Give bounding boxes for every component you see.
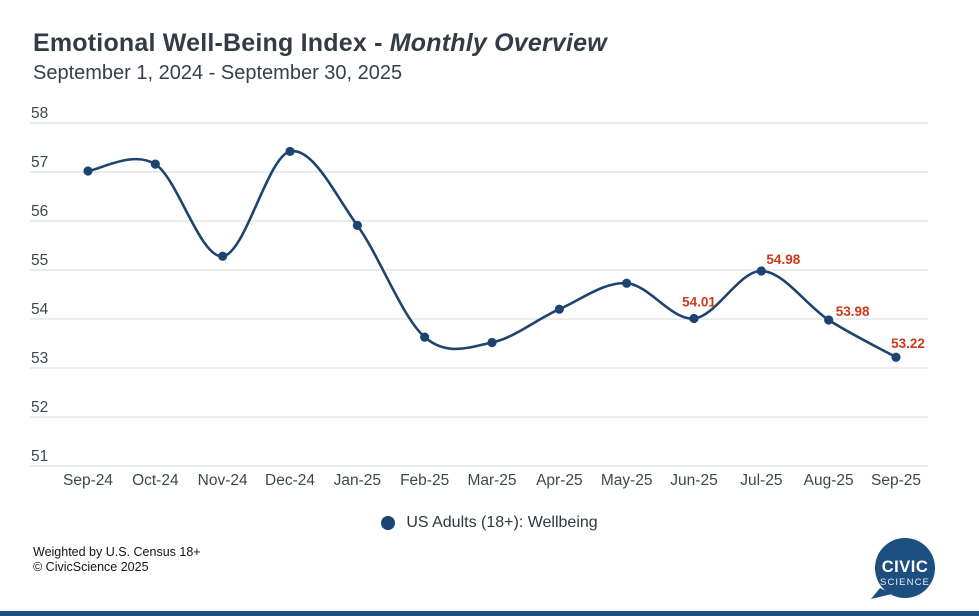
data-point-marker <box>285 146 295 157</box>
x-axis-tick-label: Sep-25 <box>871 472 921 489</box>
page-title-emphasis: Monthly Overview <box>389 29 607 57</box>
data-point-marker <box>622 278 632 288</box>
data-point-marker <box>150 159 160 169</box>
data-point-value-label: 54.01 <box>682 295 716 310</box>
date-range-subtitle: September 1, 2024 - September 30, 2025 <box>33 62 403 84</box>
data-point-marker <box>689 313 699 324</box>
y-axis-tick-label: 54 <box>31 301 49 318</box>
x-axis-tick-label: Feb-25 <box>400 472 449 489</box>
data-point-marker <box>420 332 430 342</box>
y-axis-tick-label: 56 <box>31 203 48 220</box>
y-axis-tick-label: 52 <box>31 399 48 416</box>
x-axis-tick-label: Apr-25 <box>536 472 583 489</box>
wellbeing-line-chart: 58 57 56 55 54 53 52 51 Sep-24 Oct-24 Nov-24 Dec-24… <box>30 105 928 489</box>
x-axis-tick-label: Dec-24 <box>265 472 315 489</box>
page-title: Emotional Well-Being Index - Monthly Ove… <box>33 28 607 58</box>
data-point-marker <box>554 304 564 314</box>
legend-label: US Adults (18+): Wellbeing <box>406 514 598 531</box>
brand-bottom-bar <box>0 611 979 616</box>
data-point-value-label: 53.22 <box>891 336 925 351</box>
logo-text-civic: CIVIC <box>882 558 929 576</box>
x-axis-tick-label: Jan-25 <box>334 472 381 489</box>
x-axis-tick-label: Jun-25 <box>670 472 717 489</box>
x-axis-tick-label: Aug-25 <box>804 472 854 489</box>
y-axis-tick-label: 58 <box>31 105 48 122</box>
logo-text-science: SCIENCE <box>880 577 930 588</box>
y-axis-tick-label: 51 <box>31 448 48 465</box>
data-point-value-label: 53.98 <box>836 304 870 319</box>
data-point-marker <box>352 220 362 231</box>
chart-legend: US Adults (18+): Wellbeing <box>0 514 979 532</box>
data-point-marker <box>487 337 497 348</box>
data-point-marker <box>824 315 834 325</box>
footnote-weighting: Weighted by U.S. Census 18+ <box>33 545 201 559</box>
footnote-copyright: © CivicScience 2025 <box>33 559 149 574</box>
data-point-marker <box>756 266 766 276</box>
y-axis-tick-label: 57 <box>31 154 48 171</box>
x-axis-tick-label: May-25 <box>601 472 653 489</box>
y-axis-tick-label: 55 <box>31 252 48 269</box>
chart-header: Emotional Well-Being Index - Monthly Ove… <box>33 28 607 86</box>
logo-bubble-tail <box>871 588 892 599</box>
x-axis-tick-label: Oct-24 <box>132 472 179 489</box>
legend-marker-dot <box>381 516 396 530</box>
logo-bubble <box>875 538 935 598</box>
page-title-prefix: Emotional Well-Being Index - <box>33 29 390 57</box>
data-point-marker <box>83 166 93 176</box>
data-point-marker <box>891 352 901 362</box>
y-axis-tick-label: 53 <box>31 350 48 367</box>
footnote: Weighted by U.S. Census 18+ © CivicScien… <box>33 545 201 574</box>
x-axis-tick-label: Nov-24 <box>198 472 248 489</box>
x-axis-tick-label: Jul-25 <box>740 472 782 489</box>
x-axis-tick-label: Mar-25 <box>467 472 516 489</box>
data-point-value-label: 54.98 <box>766 252 800 267</box>
civicscience-logo: CIVIC SCIENCE <box>871 538 935 599</box>
data-point-marker <box>218 251 228 261</box>
x-axis-tick-label: Sep-24 <box>63 472 113 489</box>
